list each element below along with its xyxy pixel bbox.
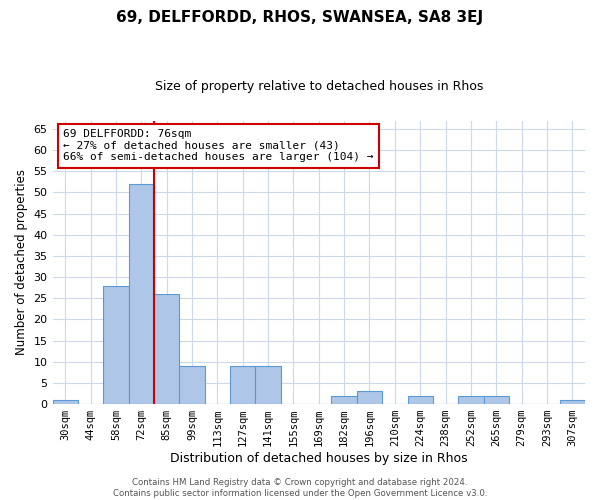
Title: Size of property relative to detached houses in Rhos: Size of property relative to detached ho… — [155, 80, 483, 93]
Bar — [103, 286, 128, 404]
Bar — [407, 396, 433, 404]
Bar — [179, 366, 205, 404]
Bar — [128, 184, 154, 404]
Bar — [560, 400, 585, 404]
Bar — [256, 366, 281, 404]
Y-axis label: Number of detached properties: Number of detached properties — [15, 170, 28, 356]
Bar — [484, 396, 509, 404]
Bar — [357, 392, 382, 404]
Bar — [458, 396, 484, 404]
Text: 69 DELFFORDD: 76sqm
← 27% of detached houses are smaller (43)
66% of semi-detach: 69 DELFFORDD: 76sqm ← 27% of detached ho… — [63, 129, 374, 162]
Bar — [154, 294, 179, 404]
Text: 69, DELFFORDD, RHOS, SWANSEA, SA8 3EJ: 69, DELFFORDD, RHOS, SWANSEA, SA8 3EJ — [116, 10, 484, 25]
Text: Contains HM Land Registry data © Crown copyright and database right 2024.
Contai: Contains HM Land Registry data © Crown c… — [113, 478, 487, 498]
Bar — [53, 400, 78, 404]
Bar — [230, 366, 256, 404]
X-axis label: Distribution of detached houses by size in Rhos: Distribution of detached houses by size … — [170, 452, 467, 465]
Bar — [331, 396, 357, 404]
